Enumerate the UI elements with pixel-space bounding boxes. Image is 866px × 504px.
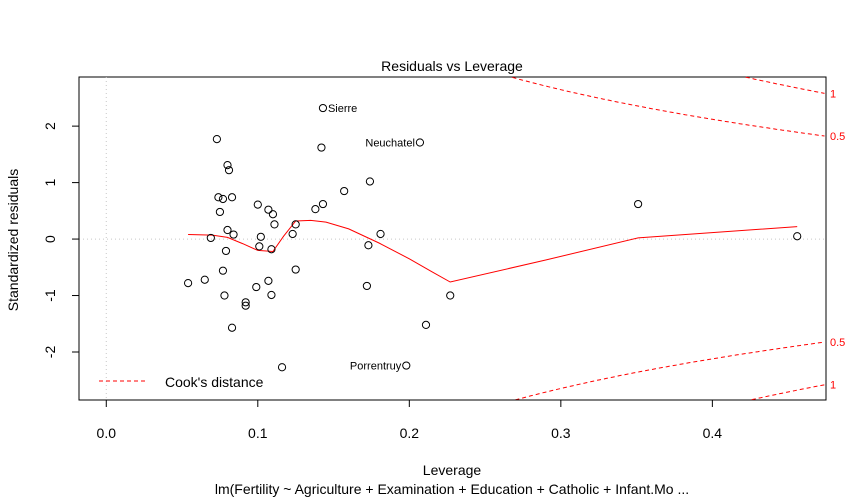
x-tick-label: 0.3 [551,425,571,441]
data-point [291,220,300,229]
data-point [256,232,265,241]
data-point [183,279,193,288]
data-point [252,282,261,292]
data-point [362,281,371,291]
data-point [267,245,276,254]
x-tick-label: 0.1 [248,425,268,441]
cooks-level-label: 1 [830,89,836,101]
data-point [200,275,209,284]
smooth-fit-line [188,219,798,283]
x-tick-label: 0.4 [703,425,723,441]
point-label: Neuchatel [365,138,415,150]
data-point [267,290,276,300]
data-point [376,229,385,239]
data-point [291,265,300,274]
point-label: Porrentruy [350,361,402,373]
x-tick-label: 0.2 [400,425,420,441]
cooks-level-label: 1 [830,379,836,391]
x-tick-label: 0.0 [97,425,117,441]
data-point [402,361,411,370]
data-point [318,199,328,209]
y-axis-label: Standardized residuals [5,169,21,311]
cooks-contour-upper-1 [745,76,825,94]
data-point [227,193,237,202]
y-tick-label: -2 [42,346,58,359]
y-tick-label: -1 [42,289,58,302]
data-point [793,232,802,241]
data-point [218,194,228,204]
plot-box [78,76,827,401]
y-tick-label: 0 [42,235,58,243]
data-point [241,301,250,310]
data-point [318,103,328,113]
y-tick-label: 1 [42,178,58,186]
data-point [340,186,349,196]
data-point [277,363,287,372]
data-point [288,229,297,239]
data-point [241,298,250,307]
data-point [229,230,238,239]
data-point [223,225,232,235]
data-point [255,242,264,251]
data-point [218,266,228,275]
chart-title: Residuals vs Leverage [381,58,523,74]
data-point [415,138,425,147]
data-point [253,200,262,209]
data-point [270,220,279,229]
data-point [212,135,221,144]
data-point [223,160,232,170]
model-subtitle: lm(Fertility ~ Agriculture + Examination… [215,481,689,497]
data-point [268,210,278,219]
data-point [220,291,229,300]
data-point [421,320,431,329]
data-point [214,193,223,202]
data-point [317,143,326,152]
data-point [227,323,237,332]
legend-cooks-label: Cook's distance [165,374,264,390]
data-point [264,205,273,214]
cooks-contour-upper-0-5 [512,76,825,137]
data-point [264,276,273,285]
data-point [364,241,373,250]
data-point [206,233,215,243]
data-point [634,199,643,209]
data-point [221,246,231,256]
y-tick-label: 2 [42,122,58,130]
data-point [224,166,234,175]
cooks-level-label: 0.5 [830,337,845,349]
data-point [215,207,225,217]
cooks-contour-lower-0-5 [515,341,825,401]
cooks-level-label: 0.5 [830,131,845,143]
data-point [446,291,455,300]
data-point [311,205,320,214]
point-label: Sierre [328,103,357,115]
x-axis-label: Leverage [423,462,482,478]
data-point [365,177,375,186]
cooks-contour-lower-1 [751,384,825,401]
